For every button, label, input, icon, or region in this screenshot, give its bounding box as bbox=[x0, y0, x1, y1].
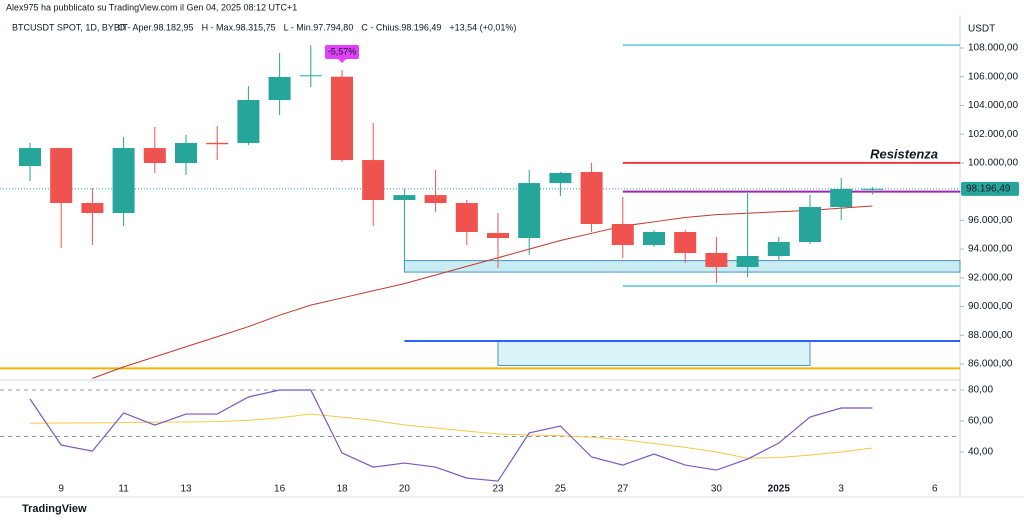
candle-body bbox=[424, 195, 447, 203]
candle-body bbox=[206, 142, 229, 145]
ohlc-field: L - Min.97.794,80 bbox=[284, 22, 354, 32]
candle-body bbox=[19, 148, 41, 167]
candle-body bbox=[175, 142, 197, 164]
annotation: -5,57% bbox=[328, 46, 357, 56]
candle-body bbox=[487, 233, 509, 239]
currency: USDT bbox=[968, 24, 995, 35]
brand: TradingView bbox=[22, 503, 87, 515]
symbol: BTCUSDT SPOT, 1D, BYBIT bbox=[12, 22, 128, 32]
level-label: Resistenza bbox=[870, 146, 938, 161]
y-tick-label: 102.000,00 bbox=[968, 129, 1018, 140]
x-tick-label: 25 bbox=[555, 484, 567, 495]
candle-body bbox=[643, 232, 665, 245]
zone bbox=[403, 260, 961, 273]
x-tick-label: 20 bbox=[399, 484, 411, 495]
candle-body bbox=[237, 99, 260, 143]
candle-body bbox=[331, 76, 353, 161]
y-tick-label: 106.000,00 bbox=[968, 71, 1018, 82]
candle-body bbox=[81, 202, 104, 213]
candle-body bbox=[50, 148, 73, 203]
x-tick-label: 11 bbox=[118, 484, 129, 495]
candle-body bbox=[518, 183, 541, 239]
rsi-ma bbox=[29, 413, 873, 459]
y-tick-label: 94.000,00 bbox=[968, 244, 1013, 255]
annotation-pointer bbox=[338, 59, 346, 64]
candle-body bbox=[705, 252, 728, 268]
candle-body bbox=[112, 148, 135, 213]
x-tick-label: 18 bbox=[336, 484, 348, 495]
candle-body bbox=[143, 148, 166, 164]
zone bbox=[497, 340, 811, 366]
annotation-box bbox=[325, 45, 359, 60]
y-tick-label: 100.000,00 bbox=[968, 158, 1018, 169]
published-note: Alex975 ha pubblicato su TradingView.com… bbox=[6, 2, 297, 12]
y-tick-label: 60,00 bbox=[968, 416, 993, 427]
x-tick-label: 9 bbox=[58, 484, 64, 495]
candle-body bbox=[549, 173, 572, 184]
y-tick-label: 86.000,00 bbox=[968, 359, 1013, 370]
candle-body bbox=[268, 76, 291, 100]
candle-body bbox=[393, 195, 416, 200]
y-tick-label: 40,00 bbox=[968, 447, 993, 458]
last-price-label: 98.196,49 bbox=[966, 183, 1011, 194]
ohlc-field: +13,54 (+0,01%) bbox=[449, 22, 516, 32]
y-tick-label: 88.000,00 bbox=[968, 330, 1013, 341]
candle-body bbox=[736, 256, 759, 268]
x-tick-label: 23 bbox=[492, 484, 504, 495]
candle-body bbox=[580, 171, 603, 224]
candle-body bbox=[830, 189, 853, 208]
y-tick-label: 90.000,00 bbox=[968, 301, 1013, 312]
candle-body bbox=[799, 207, 821, 242]
x-tick-label: 13 bbox=[180, 484, 192, 495]
y-tick-label: 92.000,00 bbox=[968, 272, 1013, 283]
x-tick-label: 16 bbox=[274, 484, 286, 495]
candle-body bbox=[767, 241, 790, 257]
y-tick-label: 80,00 bbox=[968, 385, 993, 396]
ohlc-field: H - Max.98.315,75 bbox=[202, 22, 276, 32]
candle-body bbox=[299, 75, 322, 77]
ohlc-field: O - Aper.98.182,95 bbox=[118, 22, 194, 32]
ohlc-field: C - Chius.98.196,49 bbox=[361, 22, 441, 32]
x-tick-label: 2025 bbox=[768, 484, 791, 495]
x-tick-label: 27 bbox=[617, 484, 629, 495]
y-tick-label: 96.000,00 bbox=[968, 215, 1013, 226]
candle-body bbox=[861, 188, 884, 190]
rsi-line bbox=[29, 389, 873, 482]
candle-body bbox=[674, 232, 697, 253]
x-tick-label: 6 bbox=[932, 484, 938, 495]
last-price-tag bbox=[961, 181, 1019, 196]
x-tick-label: 3 bbox=[838, 484, 844, 495]
y-tick-label: 104.000,00 bbox=[968, 100, 1018, 111]
moving-average bbox=[92, 205, 873, 379]
candle-body bbox=[611, 223, 634, 245]
y-tick-label: 108.000,00 bbox=[968, 43, 1018, 54]
x-tick-label: 30 bbox=[711, 484, 723, 495]
candle-body bbox=[455, 202, 478, 233]
candle-body bbox=[362, 160, 385, 200]
